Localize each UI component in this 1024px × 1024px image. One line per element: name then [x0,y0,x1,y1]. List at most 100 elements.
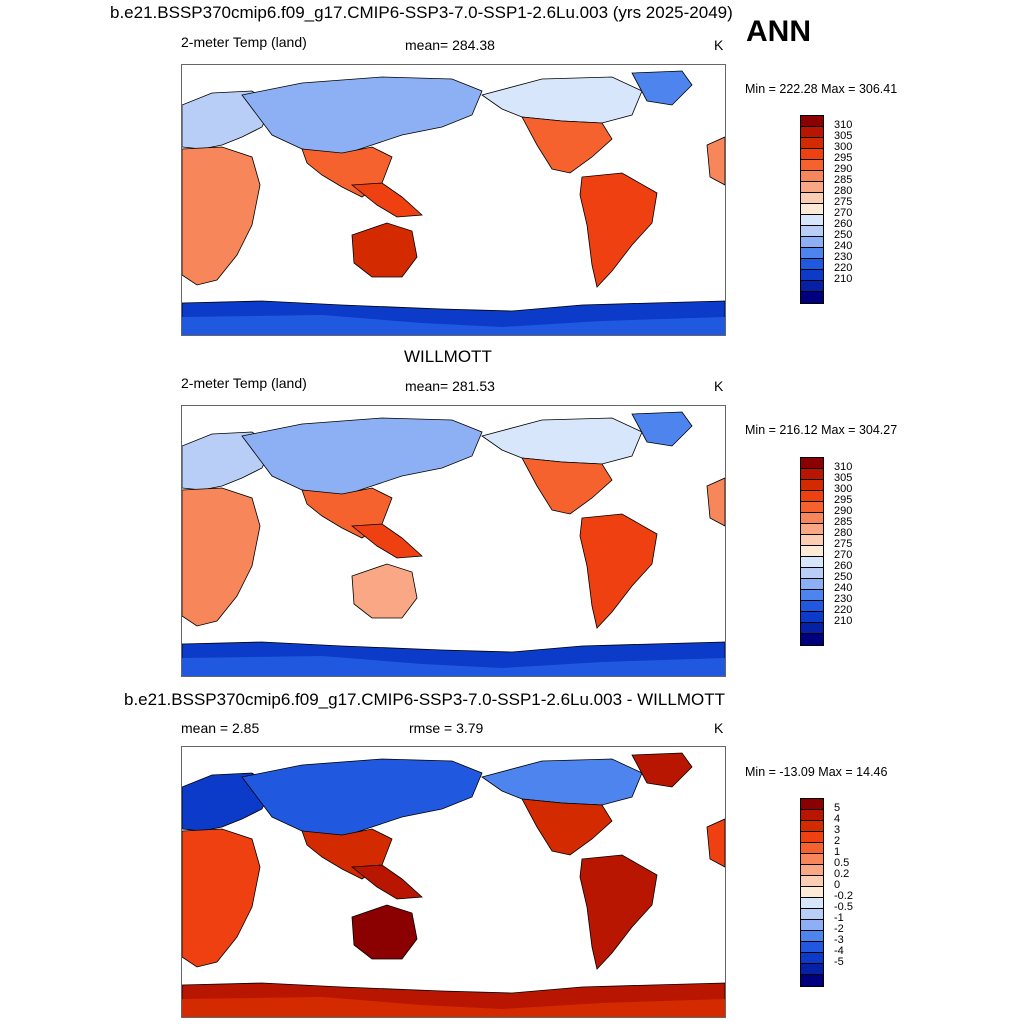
colorbar-swatch [801,920,823,931]
colorbar-tick-label: 210 [834,273,853,285]
land-asia [241,76,483,156]
colorbar-swatch [801,953,823,964]
colorbar-tick-label: 0.2 [834,868,850,880]
land-antarctica-inner [182,656,725,676]
colorbar-tick-label: 3 [834,824,841,836]
colorbar-swatch [801,931,823,942]
colorbar-tick-label: 280 [834,527,853,539]
colorbar-swatch [801,601,823,612]
colorbar-tick-label: 0 [834,879,841,891]
panel-1-mean-label: mean= 284.38 [405,37,495,53]
colorbar-swatch [801,160,823,171]
colorbar-swatch [801,116,823,127]
colorbar-tick-label: 260 [834,218,853,230]
land-greenland [631,752,693,788]
land-namer [481,758,643,806]
colorbar-tick-label: -0.5 [834,901,853,913]
land-africa [182,146,261,286]
panel-3-title: b.e21.BSSP370cmip6.f09_g17.CMIP6-SSP3-7.… [124,690,725,709]
colorbar-tick-label: -4 [834,945,844,957]
panel-3-colorbar [800,798,824,987]
colorbar-tick-label: 305 [834,130,853,142]
land-asia [241,758,483,838]
land-africaE [706,136,725,186]
colorbar-tick-label: 1 [834,846,841,858]
colorbar-tick-label: -1 [834,912,844,924]
colorbar-swatch [801,127,823,138]
panel-1-title: b.e21.BSSP370cmip6.f09_g17.CMIP6-SSP3-7.… [110,3,733,22]
colorbar-swatch [801,458,823,469]
land-antarctica-inner [182,997,725,1017]
colorbar-swatch [801,524,823,535]
colorbar-swatch [801,215,823,226]
colorbar-swatch [801,480,823,491]
land-asia [241,417,483,497]
colorbar-tick-label: 210 [834,615,853,627]
colorbar-tick-label: 310 [834,461,853,473]
colorbar-swatch [801,964,823,975]
land-samer [579,854,658,970]
land-australia [351,222,418,278]
land-africa [182,828,261,968]
colorbar-swatch [801,237,823,248]
colorbar-tick-label: 270 [834,207,853,219]
land-seasia [350,182,423,218]
season-label: ANN [746,15,811,48]
land-australia [351,563,418,619]
colorbar-tick-label: -2 [834,923,844,935]
panel-1-variable-label: 2-meter Temp (land) [181,34,307,50]
colorbar-tick-label: 300 [834,483,853,495]
colorbar-tick-label: 295 [834,494,853,506]
colorbar-swatch [801,887,823,898]
panel-3-minmax: Min = -13.09 Max = 14.46 [745,765,888,779]
panel-2-map [181,405,726,677]
colorbar-tick-label: 220 [834,262,853,274]
colorbar-tick-label: 4 [834,813,841,825]
colorbar-swatch [801,204,823,215]
land-greenland [631,411,693,447]
colorbar-swatch [801,975,823,986]
colorbar-tick-label: 240 [834,582,853,594]
colorbar-tick-label: 285 [834,516,853,528]
land-africa [182,487,261,627]
land-samer [579,513,658,629]
land-seasia [350,864,423,900]
colorbar-swatch [801,854,823,865]
panel-2-minmax: Min = 216.12 Max = 304.27 [745,423,898,437]
colorbar-swatch [801,865,823,876]
land-namerS [521,116,613,174]
colorbar-swatch [801,469,823,480]
colorbar-swatch [801,193,823,204]
colorbar-swatch [801,612,823,623]
map-canvas [182,411,725,676]
colorbar-tick-label: 230 [834,251,853,263]
colorbar-swatch [801,513,823,524]
colorbar-swatch [801,292,823,303]
land-namerS [521,798,613,856]
colorbar-tick-label: 5 [834,802,841,814]
land-seasia [350,523,423,559]
colorbar-swatch [801,182,823,193]
land-samer [579,172,658,288]
land-antarctica-inner [182,315,725,335]
colorbar-tick-label: 275 [834,196,853,208]
map-canvas [182,70,725,335]
colorbar-swatch [801,898,823,909]
colorbar-tick-label: 2 [834,835,841,847]
colorbar-swatch [801,226,823,237]
colorbar-swatch [801,634,823,645]
land-africaE [706,818,725,868]
colorbar-swatch [801,909,823,920]
colorbar-tick-label: 220 [834,604,853,616]
colorbar-swatch [801,171,823,182]
land-namerS [521,457,613,515]
colorbar-tick-label: 230 [834,593,853,605]
colorbar-tick-label: 290 [834,163,853,175]
colorbar-swatch [801,590,823,601]
colorbar-tick-label: 0.5 [834,857,850,869]
colorbar-tick-label: 250 [834,229,853,241]
colorbar-tick-label: 295 [834,152,853,164]
colorbar-tick-label: 270 [834,549,853,561]
colorbar-swatch [801,843,823,854]
land-greenland [631,70,693,106]
